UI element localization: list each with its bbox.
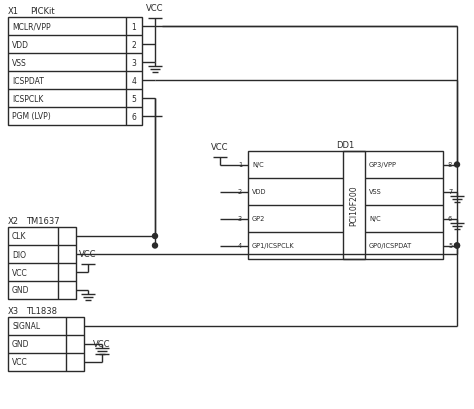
Text: 1: 1: [132, 22, 137, 31]
Text: GND: GND: [12, 286, 29, 295]
Text: 4: 4: [238, 243, 242, 249]
Text: 7: 7: [448, 189, 452, 195]
Circle shape: [455, 243, 459, 248]
Text: X2: X2: [8, 217, 19, 226]
Text: VCC: VCC: [211, 142, 229, 151]
Text: N/C: N/C: [252, 162, 264, 168]
Text: TL1838: TL1838: [26, 307, 57, 316]
Circle shape: [455, 243, 459, 248]
Text: CLK: CLK: [12, 232, 27, 241]
Text: 8: 8: [448, 162, 452, 168]
Bar: [8, 317, 84, 371]
Text: X1: X1: [8, 7, 19, 16]
Text: VCC: VCC: [79, 249, 97, 258]
Text: 2: 2: [132, 40, 137, 49]
Text: SIGNAL: SIGNAL: [12, 322, 40, 331]
Bar: [248, 152, 443, 259]
Circle shape: [153, 243, 157, 248]
Text: VCC: VCC: [12, 268, 28, 277]
Text: 5: 5: [448, 243, 452, 249]
Text: DD1: DD1: [337, 141, 355, 150]
Text: 6: 6: [132, 112, 137, 121]
Text: 2: 2: [238, 189, 242, 195]
Text: TM1637: TM1637: [26, 217, 60, 226]
Text: GP2: GP2: [252, 216, 265, 222]
Text: VCC: VCC: [12, 357, 28, 366]
Circle shape: [153, 234, 157, 239]
Bar: [8, 18, 142, 126]
Text: ICSPDAT: ICSPDAT: [12, 76, 44, 85]
Text: VDD: VDD: [252, 189, 266, 195]
Bar: [8, 227, 76, 299]
Text: X3: X3: [8, 307, 19, 316]
Text: VDD: VDD: [12, 40, 29, 49]
Text: GP3/VPP: GP3/VPP: [369, 162, 397, 168]
Text: DIO: DIO: [12, 250, 26, 259]
Text: VCC: VCC: [93, 339, 111, 348]
Text: 3: 3: [238, 216, 242, 222]
Text: PCI10F200: PCI10F200: [349, 185, 358, 226]
Text: MCLR/VPP: MCLR/VPP: [12, 22, 51, 31]
Text: PICKit: PICKit: [30, 7, 55, 16]
Text: 5: 5: [132, 94, 137, 103]
Circle shape: [455, 163, 459, 168]
Text: ICSPCLK: ICSPCLK: [12, 94, 44, 103]
Text: 4: 4: [132, 76, 137, 85]
Text: GP1/ICSPCLK: GP1/ICSPCLK: [252, 243, 295, 249]
Text: 6: 6: [448, 216, 452, 222]
Text: VSS: VSS: [369, 189, 382, 195]
Text: GP0/ICSPDAT: GP0/ICSPDAT: [369, 243, 412, 249]
Bar: [343, 152, 365, 259]
Text: VSS: VSS: [12, 58, 27, 67]
Text: GND: GND: [12, 339, 29, 348]
Text: PGM (LVP): PGM (LVP): [12, 112, 51, 121]
Text: 3: 3: [132, 58, 137, 67]
Text: VCC: VCC: [146, 4, 164, 13]
Text: 1: 1: [238, 162, 242, 168]
Text: N/C: N/C: [369, 216, 381, 222]
